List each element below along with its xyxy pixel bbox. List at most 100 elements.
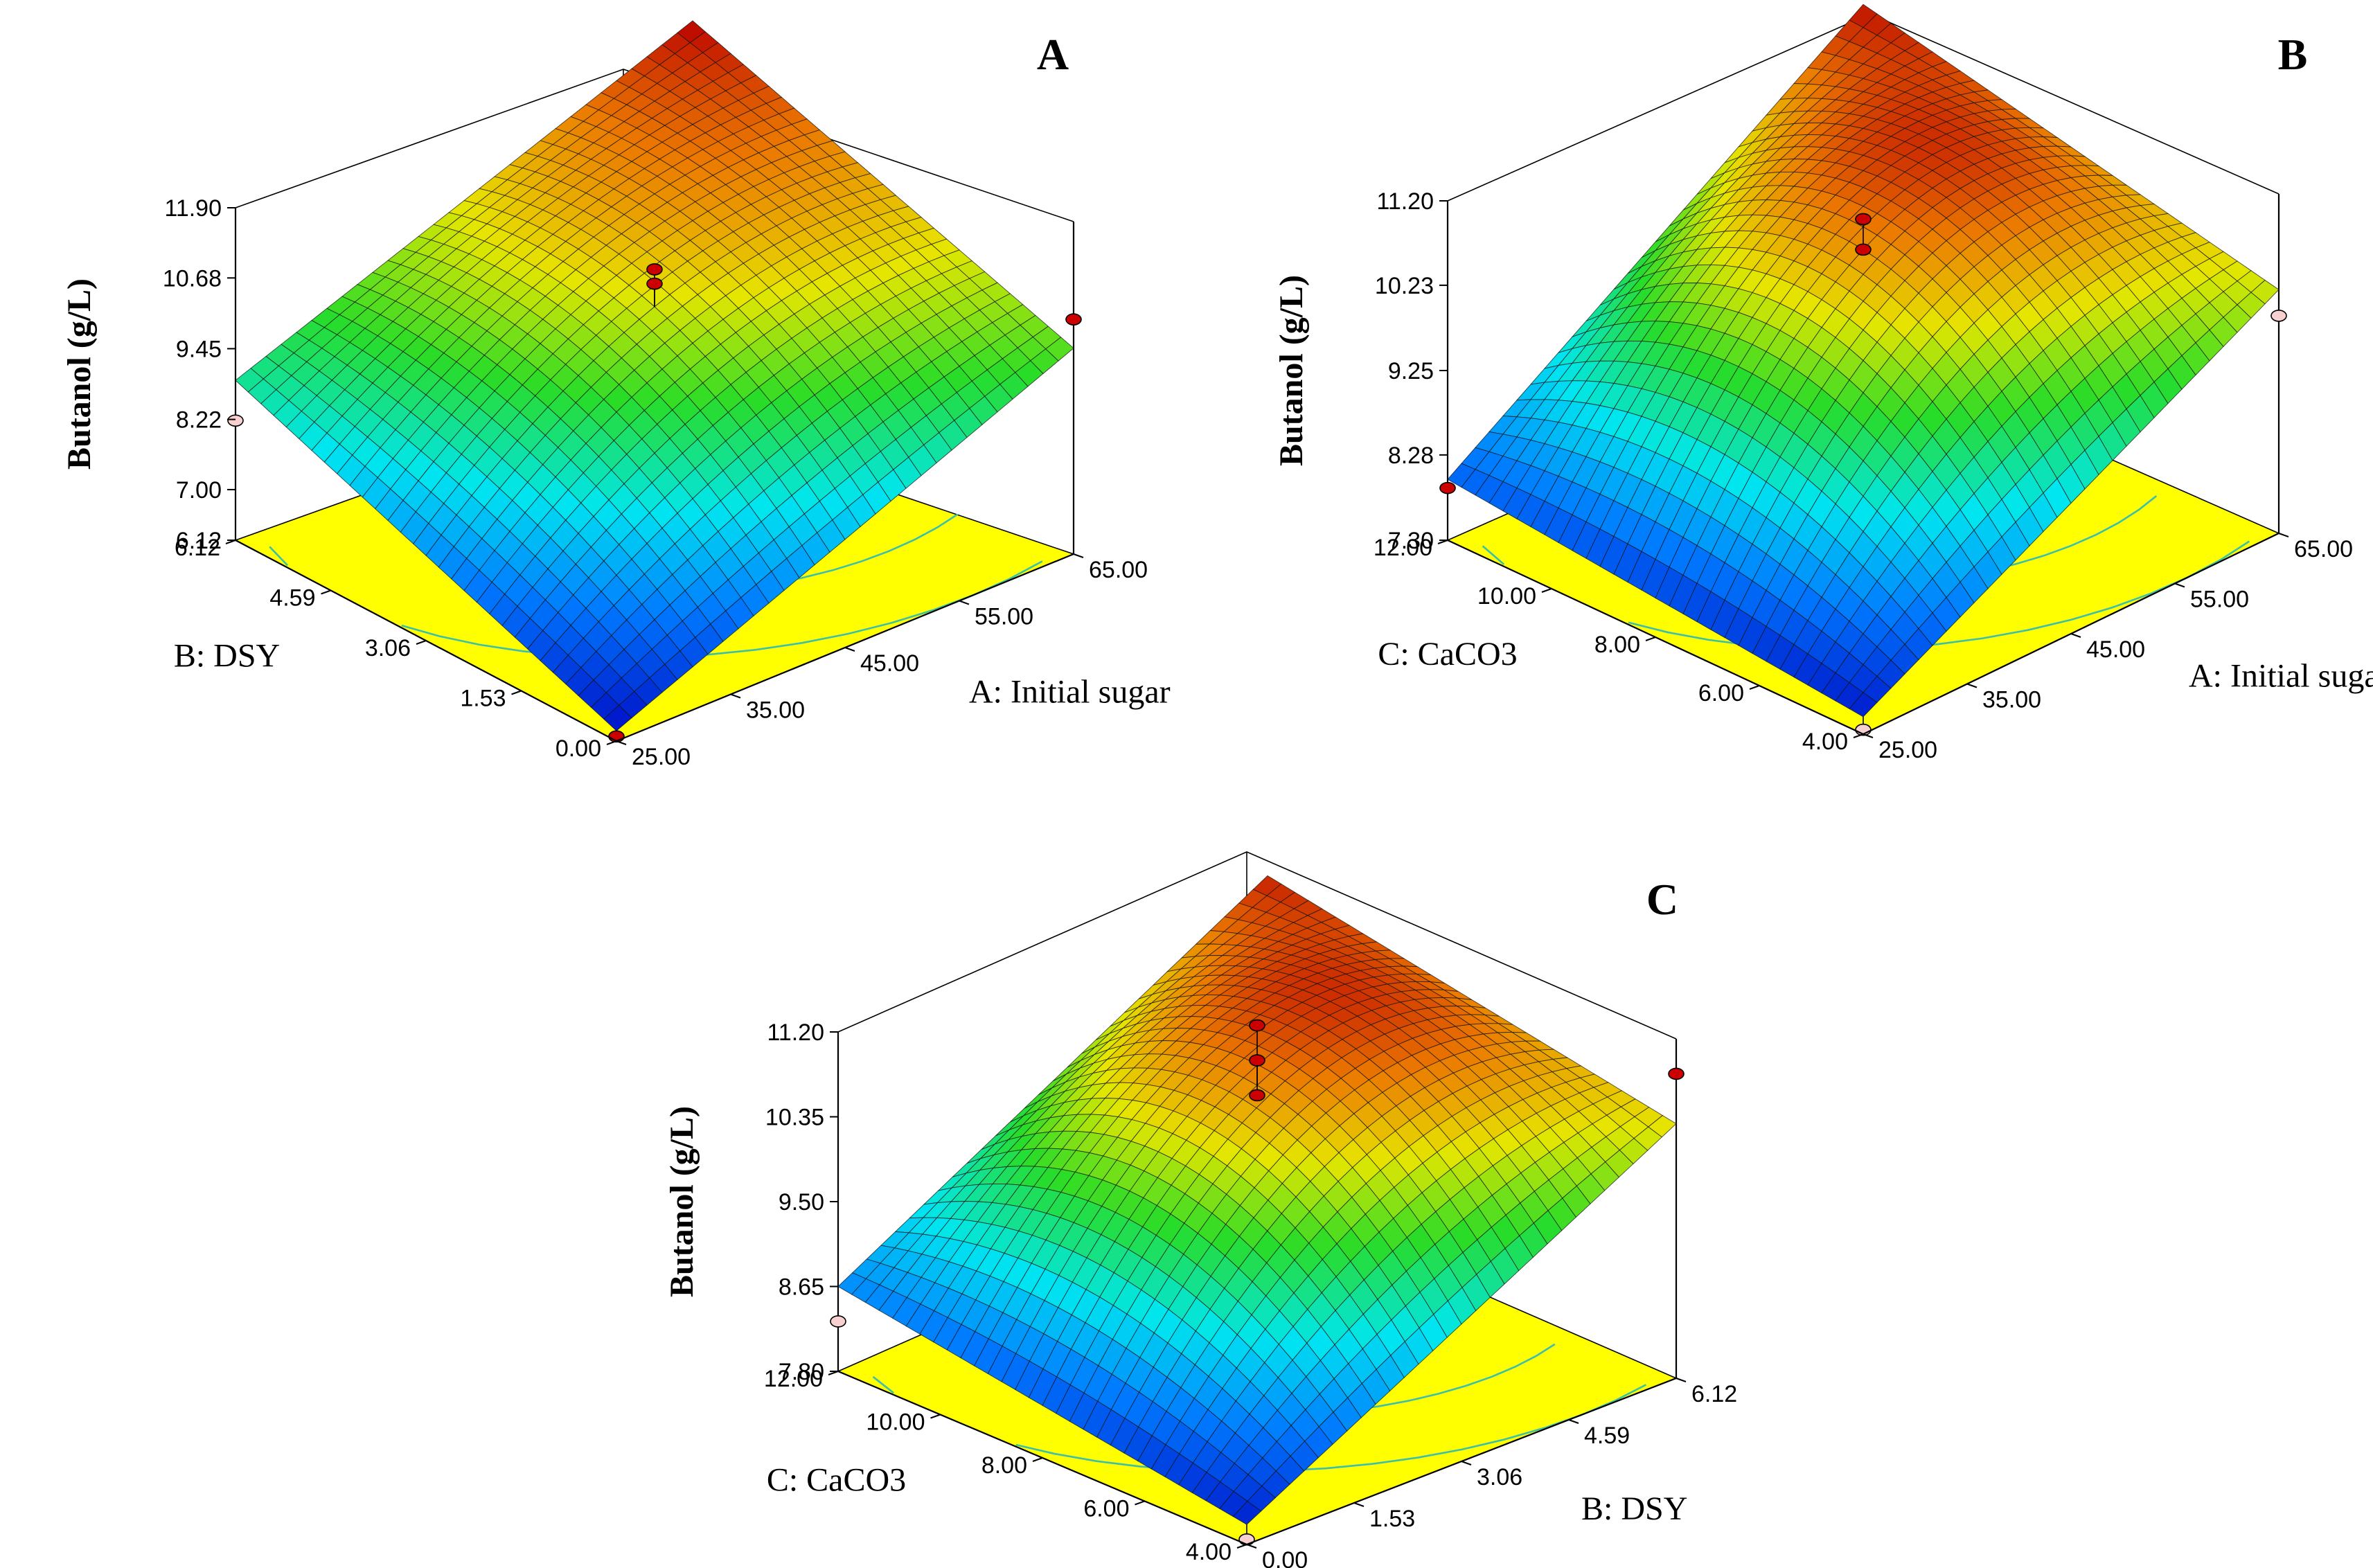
x-axis-title: A: Initial sugar — [969, 674, 1171, 711]
z-axis-title: Butanol (g/L) — [61, 278, 98, 470]
y-tick-label: 12.00 — [1374, 535, 1432, 561]
y-tick — [1236, 1544, 1247, 1549]
design-point — [2270, 310, 2287, 322]
y-tick-label: 12.00 — [764, 1366, 823, 1392]
z-tick-label: 11.20 — [767, 1019, 824, 1046]
x-tick-label: 0.00 — [1262, 1547, 1308, 1568]
contour-line — [269, 546, 289, 567]
x-tick-label: 4.59 — [1584, 1423, 1630, 1449]
design-point — [1668, 1067, 1685, 1080]
surface-quad — [1849, 692, 1878, 718]
x-tick — [1568, 1419, 1579, 1424]
x-tick-label: 35.00 — [746, 697, 805, 724]
design-point — [227, 414, 244, 427]
z-tick-label: 8.28 — [1388, 443, 1434, 469]
x-tick-label: 35.00 — [1982, 687, 2041, 713]
x-tick — [730, 693, 741, 699]
box-edge-top — [235, 69, 1074, 222]
x-tick — [2174, 582, 2185, 588]
contour-line — [1482, 545, 1505, 565]
y-tick — [511, 690, 522, 695]
x-tick — [2278, 533, 2289, 537]
z-tick-label: 8.65 — [779, 1274, 824, 1301]
y-tick-label: 4.00 — [1186, 1539, 1232, 1565]
y-tick-label: 8.00 — [981, 1452, 1027, 1479]
surface-quad — [1232, 1501, 1262, 1525]
y-tick — [1135, 1500, 1145, 1506]
y-tick-label: 3.06 — [365, 635, 411, 661]
design-point — [1238, 1533, 1255, 1546]
x-tick — [1073, 553, 1084, 558]
surface-panel-a: 25.00 35.00 45.00 55.00 65.00 0.00 1.53 3.06 4.5… — [61, 20, 1171, 770]
x-tick-label: 25.00 — [1878, 737, 1937, 763]
design-point — [1065, 313, 1082, 326]
x-tick-label: 65.00 — [2294, 536, 2353, 562]
y-tick-label: 4.59 — [269, 585, 315, 612]
design-point — [646, 263, 663, 276]
design-point — [830, 1315, 846, 1328]
contour-line — [872, 1375, 894, 1394]
design-point — [1855, 213, 1872, 226]
x-tick-label: 65.00 — [1089, 557, 1148, 583]
y-tick — [1541, 588, 1552, 593]
z-tick-label: 8.22 — [176, 407, 222, 434]
panel-letter: B — [2278, 30, 2308, 79]
y-tick — [1853, 733, 1864, 738]
x-tick-label: 55.00 — [975, 604, 1033, 630]
y-tick — [1645, 636, 1656, 641]
x-tick — [1246, 1544, 1257, 1549]
surface-mesh — [1447, 3, 2279, 718]
z-tick-label: 9.50 — [779, 1189, 824, 1215]
x-tick — [1863, 733, 1874, 738]
x-tick — [1966, 683, 1978, 688]
y-tick-label: 10.00 — [1477, 583, 1536, 609]
design-point — [1249, 1054, 1265, 1067]
z-tick-label: 10.35 — [765, 1105, 824, 1131]
x-tick — [959, 600, 970, 605]
box-edge-top — [837, 851, 1677, 1040]
x-tick-label: 45.00 — [860, 650, 919, 677]
y-tick-label: 8.00 — [1594, 632, 1640, 658]
z-tick-label: 6.12 — [176, 528, 222, 554]
z-tick-label: 10.68 — [163, 265, 222, 292]
y-axis-title: C: CaCO3 — [1378, 636, 1517, 672]
y-tick — [1749, 685, 1760, 690]
y-tick-label: 10.00 — [866, 1409, 925, 1436]
surface-panel-c: 0.00 1.53 3.06 4.59 6.12 4.00 6.00 8.00 10.00 12.… — [664, 851, 1737, 1568]
x-tick — [1461, 1461, 1472, 1465]
y-tick-label: 1.53 — [460, 686, 506, 712]
x-tick-label: 3.06 — [1477, 1464, 1522, 1490]
y-axis-title: B: DSY — [174, 638, 280, 675]
z-tick-label: 9.25 — [1388, 358, 1434, 384]
z-tick-label: 10.23 — [1375, 273, 1434, 299]
x-tick — [2070, 633, 2081, 638]
surface-quad — [603, 704, 632, 731]
y-tick — [930, 1414, 941, 1419]
z-tick-label: 7.00 — [176, 477, 222, 504]
z-tick-label: 7.80 — [779, 1359, 824, 1385]
z-tick-label: 11.20 — [1376, 188, 1434, 215]
z-axis-title: Butanol (g/L) — [1273, 275, 1310, 466]
x-tick-label: 45.00 — [2086, 636, 2145, 663]
design-point — [646, 277, 663, 290]
x-tick — [1676, 1378, 1687, 1382]
panel-letter: C — [1646, 875, 1678, 924]
y-tick-label: 6.00 — [1698, 680, 1744, 706]
y-tick — [1032, 1457, 1043, 1462]
x-tick — [1353, 1502, 1365, 1507]
y-tick-label: 6.12 — [175, 535, 220, 561]
x-tick — [844, 647, 855, 652]
z-tick-label: 11.90 — [164, 195, 222, 222]
x-axis-title: A: Initial sugar — [2189, 658, 2373, 695]
x-tick-label: 25.00 — [632, 744, 691, 770]
design-point — [1249, 1019, 1265, 1032]
z-tick-label: 9.45 — [176, 336, 222, 362]
x-tick-label: 6.12 — [1691, 1381, 1737, 1407]
y-tick — [321, 589, 331, 595]
panel-letter: A — [1037, 30, 1069, 79]
design-point — [1439, 481, 1456, 495]
z-axis-title: Butanol (g/L) — [664, 1106, 700, 1297]
y-tick — [416, 640, 427, 645]
surface-mesh — [837, 875, 1677, 1525]
